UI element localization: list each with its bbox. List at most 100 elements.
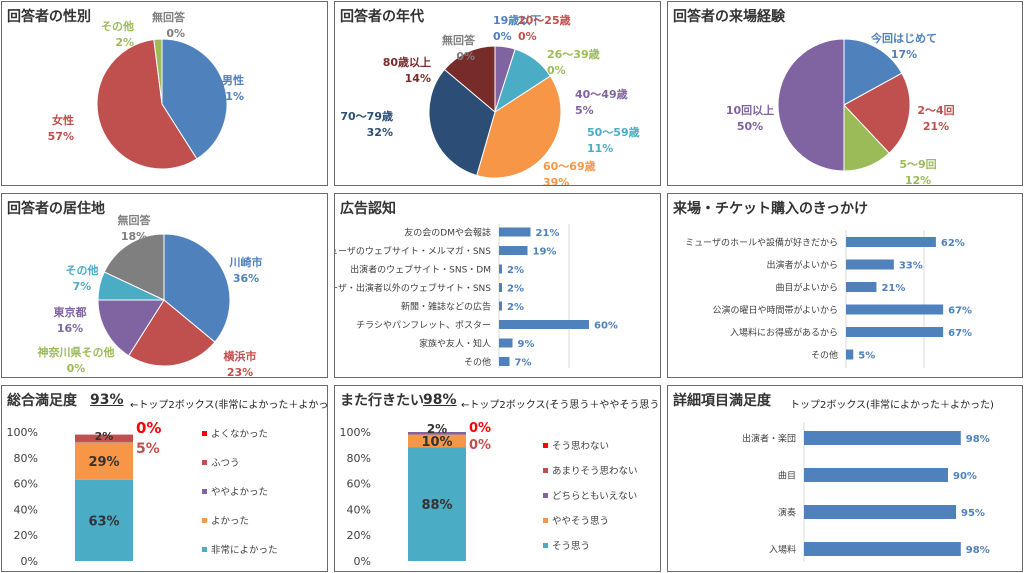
pie-slice bbox=[843, 72, 911, 154]
segment-label: 2% bbox=[95, 430, 114, 443]
pie-slice bbox=[127, 299, 216, 367]
bar-value-label: 21% bbox=[536, 228, 560, 239]
panel-ads: 広告認知 友の会のDMや会報誌 21% ミューザのウェブサイト・メルマガ・SNS 19… bbox=[334, 193, 661, 378]
bar bbox=[499, 357, 510, 366]
slice-label: 60～69歳 bbox=[543, 159, 596, 173]
pie-slice bbox=[777, 38, 845, 172]
slice-value: 14% bbox=[405, 72, 431, 85]
trigger-bar-chart: ミューザのホールや設備が好きだから 62% 出演者がよいから 33% 曲目がよいから 21… bbox=[685, 230, 972, 368]
slice-value: 41% bbox=[218, 90, 244, 103]
slice-value: 11% bbox=[587, 142, 613, 155]
revisit-stacked-chart: 0% 20% 40% 60% 80% 100% そう思う ややそう思う どちらともいえないあまり… bbox=[340, 421, 638, 568]
category-label: ミューザのウェブサイト・メルマガ・SNS bbox=[335, 245, 491, 257]
bar bbox=[804, 468, 948, 482]
category-label: ミューザのホールや設備が好きだから bbox=[685, 237, 838, 249]
legend-label: そう思わない bbox=[552, 441, 609, 452]
slice-label: 20～25歳 bbox=[518, 13, 571, 27]
bar-value-label: 9% bbox=[518, 339, 535, 350]
slice-value: 32% bbox=[367, 126, 393, 139]
legend-label: ふつう bbox=[211, 458, 240, 469]
y-tick-label: 100% bbox=[7, 426, 38, 439]
slice-value: 0% bbox=[67, 362, 86, 375]
stack-segment bbox=[75, 434, 133, 442]
bar-value-label: 90% bbox=[953, 471, 977, 482]
y-tick-label: 20% bbox=[14, 529, 38, 542]
y-tick-label: 40% bbox=[14, 503, 38, 516]
slice-label: 女性 bbox=[52, 113, 74, 127]
bar-value-label: 60% bbox=[594, 321, 618, 332]
slice-label: 今回はじめて bbox=[870, 31, 937, 45]
y-tick-label: 60% bbox=[14, 478, 38, 491]
ads-bar-chart: 友の会のDMや会報誌 21% ミューザのウェブサイト・メルマガ・SNS 19% 出演者の… bbox=[335, 224, 618, 369]
slice-value: 57% bbox=[48, 130, 74, 143]
panel-age: 回答者の年代 19歳以下 0% 20～25歳 0% 26～39歳 0% 40～49歳 5% 50… bbox=[334, 1, 661, 186]
visits-pie-chart: 今回はじめて 17% 2～4回 21% 5～9回 12% 10回以上 50% bbox=[726, 31, 955, 185]
slice-value: 21% bbox=[923, 120, 949, 133]
slice-label: 川崎市 bbox=[229, 255, 263, 269]
stack-segment bbox=[408, 447, 466, 561]
slice-label: 東京都 bbox=[54, 305, 87, 319]
category-label: 入場料 bbox=[769, 544, 796, 556]
slice-value: 18% bbox=[121, 230, 147, 243]
slice-value: 50% bbox=[737, 120, 763, 133]
bar bbox=[804, 431, 961, 445]
slice-label: 2～4回 bbox=[917, 103, 954, 117]
slice-label: 26～39歳 bbox=[547, 47, 600, 61]
bar-value-label: 67% bbox=[948, 306, 972, 317]
slice-value: 17% bbox=[891, 48, 917, 61]
legend-label: そう思う bbox=[552, 541, 590, 552]
legend-swatch bbox=[543, 543, 548, 548]
stack-segment bbox=[75, 442, 133, 480]
details-bar-chart: 出演者・楽団 98% 曲目 90% 演奏 95% 入場料 98% bbox=[742, 422, 990, 562]
slice-label: 5～9回 bbox=[899, 157, 936, 171]
slice-label: 神奈川県その他 bbox=[38, 345, 115, 359]
panel-title: 広告認知 bbox=[340, 201, 396, 217]
category-label: 公演の曜日や時間帯がよいから bbox=[712, 304, 838, 316]
legend-swatch bbox=[202, 489, 207, 494]
gender-pie-chart: 男性 41% 女性 57% その他 2% 無回答 0% bbox=[48, 10, 244, 170]
slice-label: 70～79歳 bbox=[340, 109, 393, 123]
bar bbox=[499, 246, 528, 255]
bar-value-label: 95% bbox=[961, 508, 985, 519]
panel-title: 回答者の性別 bbox=[7, 9, 91, 25]
panel-revisit: また行きたい 98% ←トップ2ボックス(そう思う＋ややそう思う) 0% 20% 4… bbox=[334, 385, 661, 572]
slice-value: 2% bbox=[115, 36, 134, 49]
category-label: 入場料にお得感があるから bbox=[730, 327, 838, 339]
pie-slice bbox=[476, 75, 562, 179]
pie-slice bbox=[96, 38, 198, 170]
category-label: その他 bbox=[464, 356, 491, 368]
bar bbox=[804, 505, 956, 519]
y-tick-label: 60% bbox=[347, 478, 371, 491]
panel-visits: 回答者の来場経験 今回はじめて 17% 2～4回 21% 5～9回 12% 10回以上 50% bbox=[667, 1, 1023, 186]
stack-segment bbox=[75, 479, 133, 561]
bar bbox=[846, 349, 854, 360]
category-label: チラシやパンフレット、ポスター bbox=[356, 320, 491, 331]
pie-slice bbox=[103, 233, 165, 301]
stack-segment bbox=[408, 434, 466, 448]
legend-label: よくなかった bbox=[211, 429, 268, 440]
bar-value-label: 2% bbox=[507, 265, 524, 276]
bar-value-label: 19% bbox=[533, 247, 557, 258]
slice-label: 無回答 bbox=[442, 33, 476, 47]
bar-value-label: 67% bbox=[948, 328, 972, 339]
bar bbox=[846, 304, 944, 315]
legend-label: 非常によかった bbox=[211, 544, 278, 556]
bar-value-label: 2% bbox=[507, 302, 524, 313]
bar bbox=[499, 301, 502, 311]
segment-label: 29% bbox=[88, 455, 119, 470]
segment-label: 0% bbox=[469, 438, 491, 453]
slice-label: 10回以上 bbox=[726, 103, 774, 117]
top2-note: ←トップ2ボックス(そう思う＋ややそう思う) bbox=[461, 400, 661, 411]
slice-label: その他 bbox=[66, 263, 99, 277]
panel-title: 来場・チケット購入のきっかけ bbox=[673, 201, 869, 217]
y-tick-label: 0% bbox=[21, 555, 38, 568]
pie-slice bbox=[843, 38, 903, 106]
segment-label: 10% bbox=[421, 435, 452, 450]
panel-trigger: 来場・チケット購入のきっかけ ミューザのホールや設備が好きだから 62% 出演者がよ… bbox=[667, 193, 1023, 378]
stack-segment bbox=[408, 432, 466, 435]
slice-value: 0% bbox=[518, 30, 537, 43]
bar bbox=[499, 264, 502, 274]
legend-swatch bbox=[202, 547, 207, 552]
pie-slice bbox=[443, 45, 496, 114]
